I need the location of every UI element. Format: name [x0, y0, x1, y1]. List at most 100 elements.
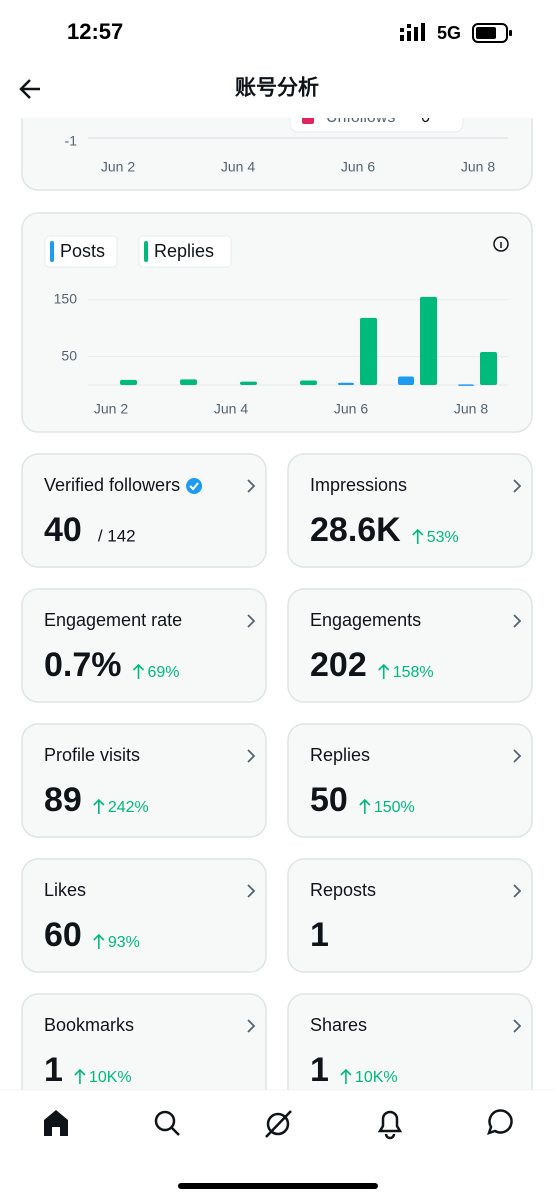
- metric-change: 69%: [148, 664, 180, 681]
- metric-label: Profile visits: [44, 745, 140, 765]
- bar: [338, 382, 354, 385]
- metric-change: 150%: [374, 799, 415, 816]
- y-tick-label: -1: [65, 133, 78, 149]
- back-button[interactable]: [19, 79, 40, 99]
- metric-card[interactable]: [287, 453, 533, 568]
- x-tick-label: Jun 2: [94, 401, 128, 417]
- metric-card[interactable]: [21, 453, 267, 568]
- up-arrow: [340, 1068, 352, 1084]
- chevron: [513, 479, 522, 493]
- metric-card[interactable]: [287, 723, 533, 838]
- legend-label: Replies: [154, 241, 214, 261]
- legend-swatch: [144, 241, 148, 262]
- top-bar-bg: [0, 0, 555, 118]
- bar: [120, 379, 137, 385]
- legend-label: Posts: [60, 241, 105, 261]
- y-tick-label: 150: [54, 290, 78, 306]
- verified-badge: [186, 478, 203, 494]
- x-tick-label: Jun 8: [461, 159, 495, 175]
- up-arrow: [93, 933, 105, 949]
- metric-value: 1: [44, 1051, 63, 1089]
- metric-value: 202: [310, 646, 367, 684]
- metric-value: 50: [310, 781, 348, 819]
- metric-value: 60: [44, 916, 82, 954]
- chevron: [513, 1019, 522, 1033]
- x-tick-label: Jun 4: [214, 401, 248, 417]
- bar: [420, 296, 437, 385]
- metric-change: 158%: [393, 664, 434, 681]
- metric-value: 0.7%: [44, 646, 122, 684]
- y-tick-label: 50: [61, 347, 77, 363]
- nav-messages[interactable]: [487, 1109, 513, 1135]
- metric-value: 28.6K: [310, 511, 401, 549]
- signal-icon: [400, 23, 425, 41]
- chevron: [247, 1019, 256, 1033]
- metric-change: 242%: [108, 799, 149, 816]
- nav-bg: [0, 1090, 555, 1200]
- x-tick-label: Jun 6: [334, 401, 368, 417]
- x-tick-label: Jun 6: [341, 159, 375, 175]
- metric-card[interactable]: [287, 588, 533, 703]
- battery-icon: [472, 23, 512, 43]
- home-indicator: [178, 1183, 378, 1189]
- nav-grok[interactable]: [265, 1110, 292, 1138]
- metric-change: 10K%: [355, 1069, 398, 1086]
- metric-card[interactable]: [287, 858, 533, 973]
- metric-label: Engagements: [310, 610, 421, 630]
- chevron: [247, 884, 256, 898]
- metric-value: 89: [44, 781, 82, 819]
- metric-card[interactable]: [21, 588, 267, 703]
- metric-label: Shares: [310, 1015, 367, 1035]
- page-title: 账号分析: [235, 76, 319, 100]
- metric-total: / 142: [98, 526, 136, 545]
- bar: [480, 352, 497, 385]
- network: 5G: [437, 23, 461, 43]
- bar: [398, 376, 414, 385]
- chevron: [513, 614, 522, 628]
- metric-change: 53%: [427, 529, 459, 546]
- chevron: [247, 614, 256, 628]
- chevron: [513, 749, 522, 763]
- up-arrow: [412, 528, 424, 544]
- x-tick-label: Jun 2: [101, 159, 135, 175]
- chevron: [513, 884, 522, 898]
- bar: [240, 381, 257, 385]
- metric-change: 93%: [108, 934, 140, 951]
- up-arrow: [74, 1068, 86, 1084]
- chevron: [247, 749, 256, 763]
- nav-notifications[interactable]: [377, 1110, 403, 1140]
- bar: [300, 380, 317, 385]
- metric-label: Reposts: [310, 880, 376, 900]
- metric-value: 1: [310, 916, 329, 954]
- up-arrow: [359, 798, 371, 814]
- metric-change: 10K%: [89, 1069, 132, 1086]
- nav-search[interactable]: [154, 1110, 180, 1136]
- metric-label: Impressions: [310, 475, 407, 495]
- metric-value: 40: [44, 511, 82, 549]
- x-tick-label: Jun 4: [221, 159, 255, 175]
- metric-label: Replies: [310, 745, 370, 765]
- metric-label: Likes: [44, 880, 86, 900]
- chevron: [247, 479, 256, 493]
- metric-label: Engagement rate: [44, 610, 182, 630]
- legend-chip: [44, 235, 118, 268]
- metric-card[interactable]: [21, 723, 267, 838]
- metric-label: Bookmarks: [44, 1015, 134, 1035]
- verified-check: [189, 482, 199, 491]
- legend-swatch: [50, 241, 54, 262]
- x-tick-label: Jun 8: [454, 401, 488, 417]
- nav-home[interactable]: [44, 1110, 68, 1136]
- info-icon[interactable]: [493, 236, 509, 252]
- bar: [458, 384, 474, 386]
- status-time: 12:57: [67, 19, 123, 44]
- bar: [180, 379, 197, 385]
- up-arrow: [378, 663, 390, 679]
- bar: [360, 317, 377, 385]
- metric-card[interactable]: [21, 858, 267, 973]
- legend-chip: [138, 235, 232, 268]
- up-arrow: [93, 798, 105, 814]
- metric-value: 1: [310, 1051, 329, 1089]
